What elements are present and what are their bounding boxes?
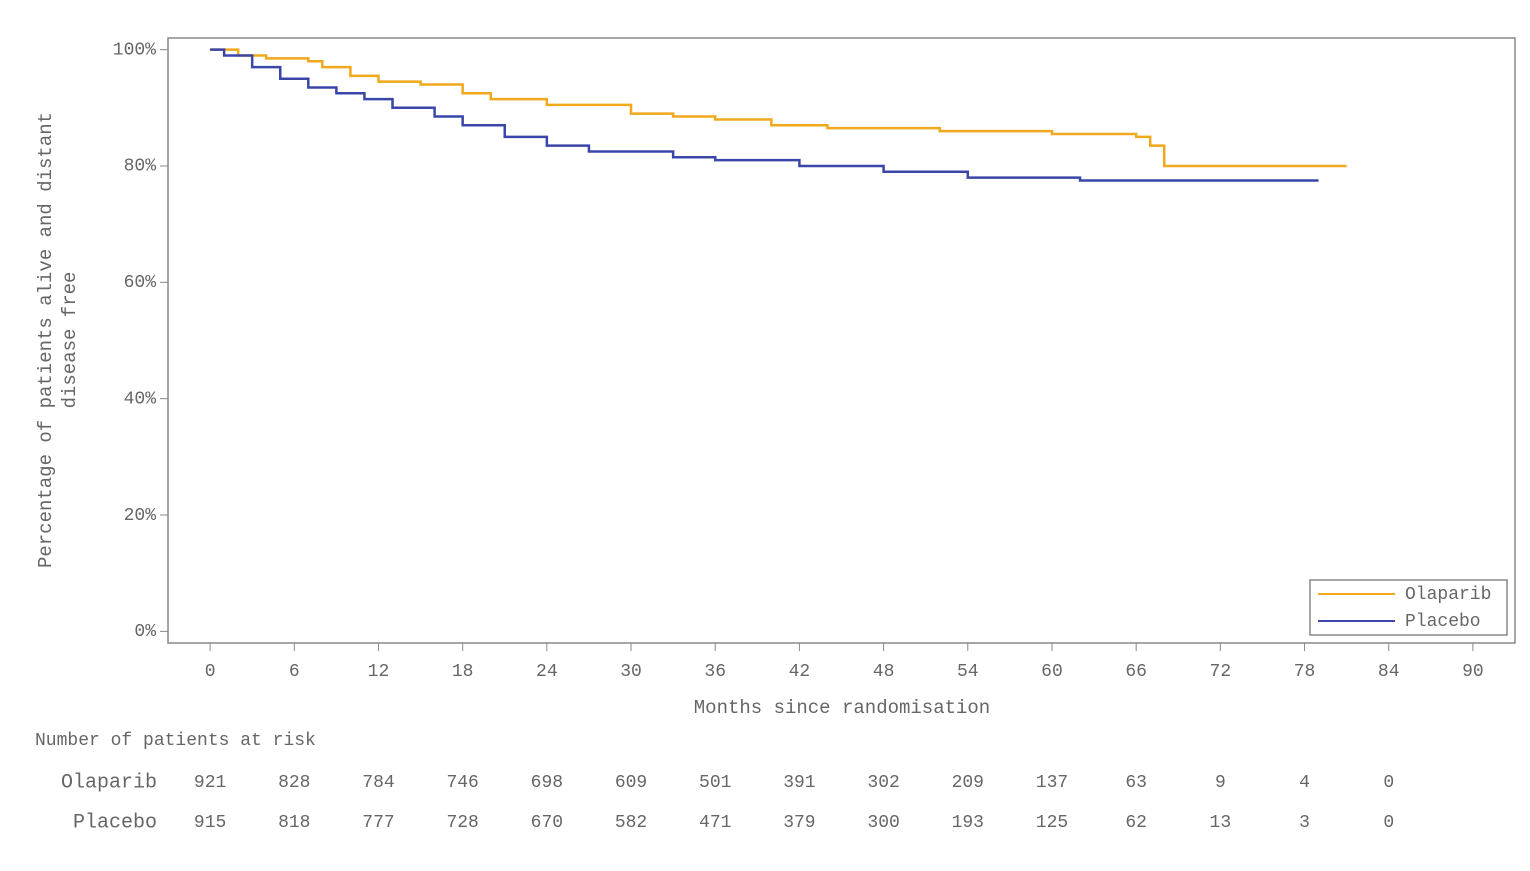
- risk-count: 828: [278, 773, 310, 793]
- risk-count: 915: [194, 813, 226, 833]
- y-tick-label: 100%: [113, 40, 156, 60]
- risk-count: 62: [1125, 813, 1147, 833]
- risk-count: 582: [615, 813, 647, 833]
- x-tick-label: 36: [704, 662, 726, 682]
- y-tick-label: 20%: [124, 506, 157, 526]
- x-tick-label: 66: [1125, 662, 1147, 682]
- risk-count: 921: [194, 773, 226, 793]
- risk-count: 4: [1299, 773, 1310, 793]
- x-tick-label: 42: [789, 662, 811, 682]
- y-tick-label: 0%: [134, 622, 156, 642]
- risk-count: 0: [1383, 813, 1394, 833]
- risk-count: 471: [699, 813, 731, 833]
- x-tick-label: 48: [873, 662, 895, 682]
- risk-count: 63: [1125, 773, 1147, 793]
- risk-count: 698: [531, 773, 563, 793]
- risk-count: 609: [615, 773, 647, 793]
- risk-count: 746: [446, 773, 478, 793]
- x-tick-label: 84: [1378, 662, 1400, 682]
- y-axis-label: Percentage of patients alive and distant: [35, 112, 57, 568]
- x-tick-label: 60: [1041, 662, 1063, 682]
- risk-table-title: Number of patients at risk: [35, 731, 316, 751]
- risk-count: 379: [783, 813, 815, 833]
- x-tick-label: 6: [289, 662, 300, 682]
- x-tick-label: 12: [368, 662, 390, 682]
- risk-count: 3: [1299, 813, 1310, 833]
- risk-count: 209: [952, 773, 984, 793]
- x-axis-label: Months since randomisation: [694, 697, 990, 719]
- legend-label: Placebo: [1405, 612, 1481, 632]
- x-tick-label: 30: [620, 662, 642, 682]
- km-curve: [210, 48, 1319, 182]
- risk-count: 777: [362, 813, 394, 833]
- y-tick-label: 80%: [124, 157, 157, 177]
- risk-count: 728: [446, 813, 478, 833]
- risk-row-label: Placebo: [73, 811, 157, 834]
- risk-count: 501: [699, 773, 731, 793]
- legend-box: [1309, 579, 1508, 636]
- risk-count: 0: [1383, 773, 1394, 793]
- risk-count: 302: [867, 773, 899, 793]
- x-tick-label: 54: [957, 662, 979, 682]
- x-tick-label: 90: [1462, 662, 1484, 682]
- risk-count: 670: [531, 813, 563, 833]
- y-tick-label: 60%: [124, 273, 157, 293]
- risk-count: 818: [278, 813, 310, 833]
- risk-count: 125: [1036, 813, 1068, 833]
- x-tick-label: 72: [1210, 662, 1232, 682]
- risk-row-label: Olaparib: [61, 771, 157, 794]
- risk-count: 391: [783, 773, 815, 793]
- x-tick-label: 18: [452, 662, 474, 682]
- x-tick-label: 24: [536, 662, 558, 682]
- legend-label: Olaparib: [1405, 585, 1491, 605]
- risk-count: 13: [1210, 813, 1232, 833]
- risk-count: 300: [867, 813, 899, 833]
- y-axis-label: disease free: [59, 272, 81, 409]
- risk-count: 193: [952, 813, 984, 833]
- km-curve: [210, 48, 1347, 168]
- risk-count: 784: [362, 773, 394, 793]
- x-tick-label: 78: [1294, 662, 1316, 682]
- risk-count: 9: [1215, 773, 1226, 793]
- y-tick-label: 40%: [124, 389, 157, 409]
- x-tick-label: 0: [205, 662, 216, 682]
- plot-frame: [167, 37, 1516, 644]
- risk-count: 137: [1036, 773, 1068, 793]
